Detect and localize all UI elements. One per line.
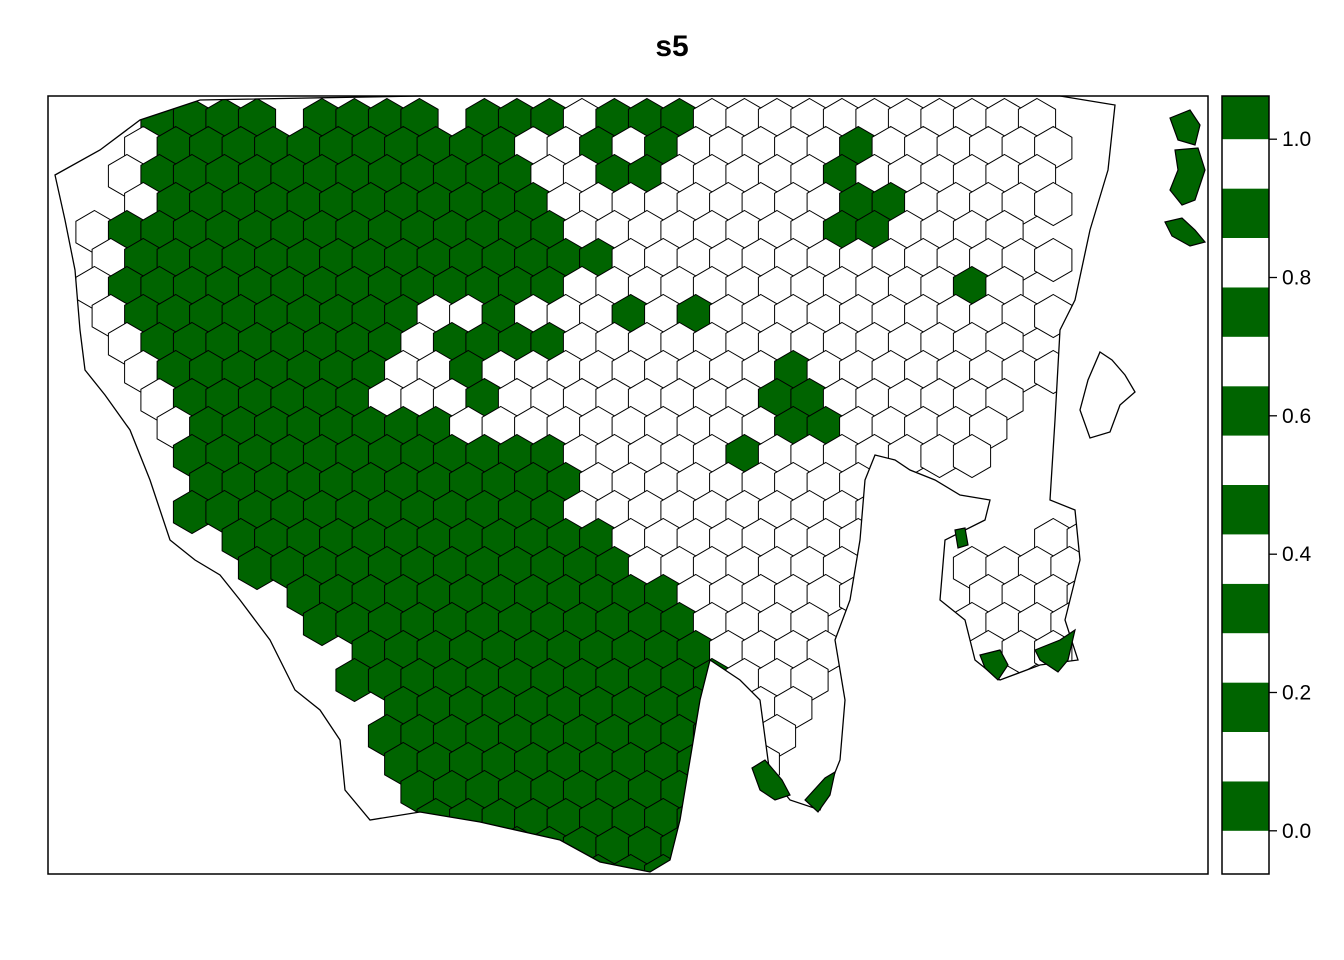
legend-band — [1222, 830, 1269, 874]
legend-tick-label: 1.0 — [1282, 128, 1311, 151]
legend-band — [1222, 139, 1269, 189]
planning-unit-hex — [952, 433, 992, 479]
north-island-2 — [1169, 147, 1206, 206]
coastline — [54, 95, 1136, 873]
offshore-islands — [751, 109, 1207, 813]
south-coast-spit — [751, 759, 791, 801]
mainland-coastline — [54, 95, 1116, 873]
legend-tick-label: 0.4 — [1282, 543, 1312, 566]
legend-tick-label: 0.8 — [1282, 267, 1311, 290]
legend-band — [1222, 781, 1269, 831]
tasman-peninsula-1 — [979, 649, 1009, 681]
legend-band — [1222, 583, 1269, 634]
north-island-3 — [1164, 217, 1207, 247]
bruny-island-tip — [804, 770, 836, 813]
east-islet-outline — [1079, 351, 1136, 439]
planning-unit-hex — [1034, 181, 1073, 227]
legend-band — [1222, 534, 1269, 584]
legend-ticks: 0.0 0.2 0.4 0.6 0.8 1.0 — [1269, 128, 1312, 843]
legend-band — [1222, 732, 1269, 782]
legend-band — [1222, 96, 1269, 140]
legend-band — [1222, 633, 1269, 683]
legend-band — [1222, 386, 1269, 436]
legend-band — [1222, 188, 1269, 238]
legend-band — [1222, 435, 1269, 485]
legend-band — [1222, 238, 1269, 288]
planning-unit-hex — [1034, 237, 1073, 283]
legend-band — [1222, 287, 1269, 337]
north-island-1 — [1169, 109, 1201, 146]
legend-band — [1222, 485, 1269, 535]
plot-title: s5 — [655, 30, 689, 63]
south-east-island — [1034, 628, 1076, 673]
legend-frame — [1221, 95, 1270, 875]
legend-tick-label: 0.6 — [1282, 405, 1311, 428]
legend-tick-label: 0.2 — [1282, 682, 1311, 705]
legend-band — [1222, 336, 1269, 387]
legend-colorbar: 0.0 0.2 0.4 0.6 0.8 1.0 — [1221, 95, 1312, 875]
map-frame — [47, 95, 1209, 875]
hexagon-grid — [75, 97, 1115, 872]
legend-band — [1222, 682, 1269, 732]
legend-bands — [1222, 96, 1269, 874]
legend-tick-label: 0.0 — [1282, 820, 1311, 843]
tasman-peninsula-2 — [954, 527, 969, 549]
